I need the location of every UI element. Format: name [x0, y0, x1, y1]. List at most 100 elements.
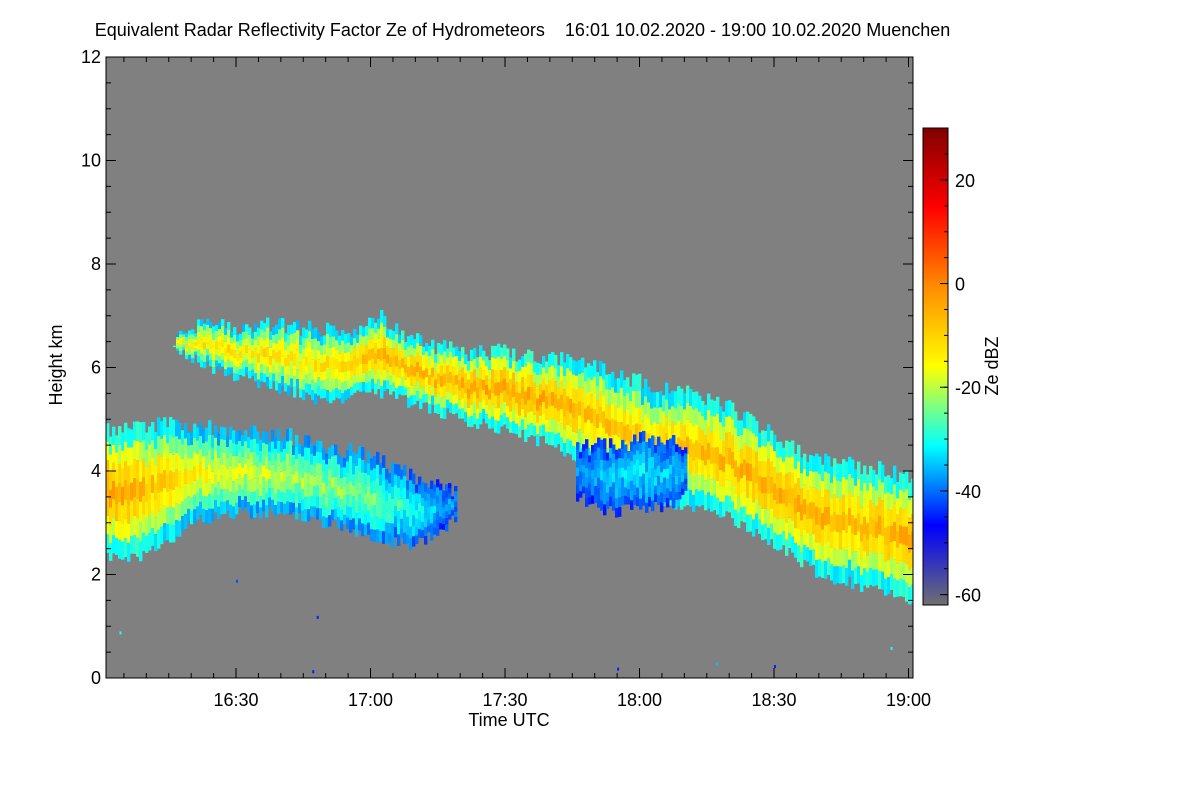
reflectivity-cell	[223, 489, 227, 502]
reflectivity-cell	[295, 459, 299, 472]
reflectivity-cell	[431, 395, 435, 405]
reflectivity-cell	[374, 373, 378, 385]
reflectivity-cell	[659, 407, 663, 424]
reflectivity-cell	[238, 451, 242, 463]
reflectivity-cell	[755, 421, 759, 437]
reflectivity-cell	[461, 357, 465, 368]
reflectivity-cell	[618, 507, 622, 517]
reflectivity-cell	[298, 483, 302, 494]
reflectivity-cell	[761, 446, 765, 462]
reflectivity-cell	[506, 359, 510, 372]
reflectivity-cell	[242, 346, 246, 355]
reflectivity-cell	[338, 335, 342, 345]
reflectivity-cell	[615, 488, 619, 499]
reflectivity-cell	[449, 351, 453, 362]
reflectivity-cell	[722, 471, 726, 487]
reflectivity-cell	[392, 339, 396, 349]
reflectivity-cell	[878, 534, 882, 553]
reflectivity-cell	[181, 458, 185, 474]
reflectivity-cell	[227, 337, 231, 345]
reflectivity-cell	[421, 497, 425, 506]
reflectivity-cell	[599, 360, 603, 377]
reflectivity-cell	[566, 424, 570, 439]
reflectivity-cell	[278, 361, 282, 373]
reflectivity-cell	[133, 440, 137, 460]
reflectivity-cell	[394, 505, 398, 517]
reflectivity-cell	[253, 491, 257, 505]
reflectivity-cell	[386, 371, 390, 381]
reflectivity-cell	[663, 461, 667, 470]
reflectivity-cell	[404, 364, 408, 373]
reflectivity-cell	[268, 469, 272, 480]
reflectivity-cell	[269, 339, 273, 348]
reflectivity-cell	[539, 374, 543, 385]
reflectivity-cell	[845, 532, 849, 551]
reflectivity-cell	[752, 502, 756, 520]
reflectivity-cell	[659, 391, 663, 408]
reflectivity-cell	[767, 424, 771, 442]
reflectivity-cell	[367, 498, 371, 511]
reflectivity-cell	[454, 485, 458, 492]
reflectivity-cell	[232, 443, 236, 456]
reflectivity-cell	[424, 492, 428, 501]
reflectivity-cell	[209, 353, 213, 360]
reflectivity-cell	[436, 511, 440, 520]
reflectivity-cell	[404, 349, 408, 358]
reflectivity-cell	[857, 513, 861, 532]
reflectivity-cell	[323, 388, 327, 398]
reflectivity-cell	[615, 498, 619, 508]
reflectivity-cell	[872, 469, 876, 487]
reflectivity-cell	[803, 484, 807, 500]
reflectivity-cell	[127, 485, 131, 505]
reflectivity-cell	[761, 524, 765, 541]
reflectivity-cell	[175, 419, 179, 437]
reflectivity-cell	[352, 474, 356, 486]
reflectivity-cell	[597, 457, 601, 468]
reflectivity-cell	[797, 461, 801, 479]
reflectivity-cell	[624, 444, 628, 454]
reflectivity-cell	[722, 456, 726, 472]
reflectivity-cell	[576, 476, 580, 485]
reflectivity-cell	[176, 336, 180, 340]
reflectivity-cell	[815, 471, 819, 490]
reflectivity-cell	[250, 426, 254, 440]
reflectivity-cell	[286, 465, 290, 478]
reflectivity-cell	[286, 477, 290, 490]
reflectivity-cell	[325, 464, 329, 475]
reflectivity-cell	[794, 453, 798, 469]
reflectivity-cell	[326, 378, 330, 390]
reflectivity-cell	[675, 468, 679, 477]
reflectivity-cell	[184, 483, 188, 499]
reflectivity-cell	[764, 523, 768, 540]
reflectivity-cell	[455, 356, 459, 366]
reflectivity-cell	[211, 435, 215, 448]
reflectivity-cell	[188, 354, 192, 359]
reflectivity-cell	[388, 532, 392, 543]
reflectivity-cell	[617, 422, 621, 437]
reflectivity-cell	[199, 436, 203, 450]
reflectivity-cell	[587, 447, 591, 463]
reflectivity-cell	[367, 463, 371, 476]
reflectivity-cell	[427, 493, 431, 501]
reflectivity-cell	[578, 415, 582, 430]
reflectivity-cell	[115, 469, 119, 487]
reflectivity-cell	[869, 499, 873, 517]
reflectivity-cell	[400, 508, 404, 519]
reflectivity-cell	[160, 491, 164, 509]
reflectivity-cell	[277, 477, 281, 490]
reflectivity-cell	[797, 444, 801, 462]
x-axis: 16:30 17:00 17:30 18:00 18:30 19:00	[123, 57, 931, 710]
reflectivity-cell	[650, 408, 654, 425]
reflectivity-cell	[182, 331, 186, 335]
reflectivity-cell	[266, 317, 270, 328]
reflectivity-cell	[274, 493, 278, 506]
reflectivity-cell	[684, 478, 688, 485]
reflectivity-cell	[618, 458, 622, 469]
reflectivity-cell	[884, 561, 888, 579]
reflectivity-cell	[470, 349, 474, 361]
reflectivity-cell	[584, 367, 588, 382]
reflectivity-cell	[226, 468, 230, 479]
reflectivity-cell	[190, 484, 194, 498]
reflectivity-cell	[371, 348, 375, 359]
reflectivity-cell	[716, 430, 720, 448]
